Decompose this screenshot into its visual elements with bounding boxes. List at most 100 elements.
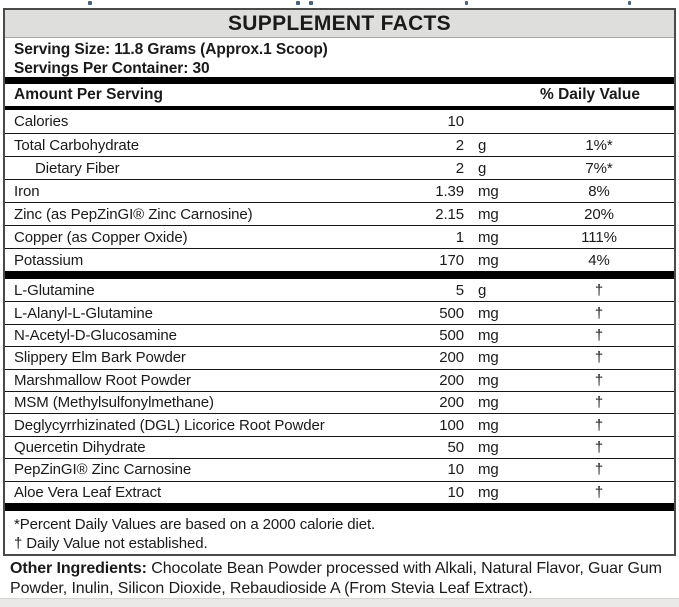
page-bottom-edge xyxy=(0,598,679,607)
daily-value-not-established-footnote: † Daily Value not established. xyxy=(14,535,208,553)
table-row: MSM (Methylsulfonylmethane) 200 mg † xyxy=(5,390,674,413)
ingredient-daily-value: † xyxy=(594,349,604,367)
ingredient-unit: mg xyxy=(478,304,499,322)
cropped-text-fragment xyxy=(465,1,468,5)
table-row: Quercetin Dihydrate 50 mg † xyxy=(5,435,674,458)
nutrient-name: Calories xyxy=(14,113,69,130)
ingredient-unit: mg xyxy=(478,483,499,501)
table-row: Marshmallow Root Powder 200 mg † xyxy=(5,368,674,391)
ingredient-amount: 10 xyxy=(447,483,465,501)
ingredient-daily-value: † xyxy=(594,326,604,344)
ingredient-name: Aloe Vera Leaf Extract xyxy=(14,483,162,501)
nutrient-name: Total Carbohydrate xyxy=(14,136,139,154)
nutrient-daily-value: 1%* xyxy=(585,136,613,154)
column-header-row: Amount Per Serving % Daily Value xyxy=(5,84,674,106)
cropped-text-strip xyxy=(0,0,679,8)
nutrient-name: Copper (as Copper Oxide) xyxy=(14,228,188,246)
ingredient-daily-value: † xyxy=(594,281,604,299)
ingredient-name: L-Glutamine xyxy=(14,281,95,299)
daily-value-header: % Daily Value xyxy=(540,86,640,103)
table-row: L-Glutamine 5 g † xyxy=(5,279,674,301)
nutrient-amount: 1.39 xyxy=(435,182,464,200)
ingredient-name: Marshmallow Root Powder xyxy=(14,371,191,389)
cropped-text-fragment xyxy=(296,1,300,5)
table-row: Aloe Vera Leaf Extract 10 mg † xyxy=(5,480,674,503)
ingredient-amount: 200 xyxy=(439,394,464,412)
table-row: N-Acetyl-D-Glucosamine 500 mg † xyxy=(5,323,674,346)
ingredient-unit: mg xyxy=(478,349,499,367)
nutrient-amount: 2 xyxy=(455,136,464,154)
table-row: Potassium 170 mg 4% xyxy=(5,248,674,271)
footnotes: *Percent Daily Values are based on a 200… xyxy=(5,511,674,554)
nutrient-unit: g xyxy=(478,136,487,154)
cropped-text-fragment xyxy=(88,1,92,5)
ingredient-daily-value: † xyxy=(594,438,604,456)
ingredient-amount: 10 xyxy=(447,461,465,479)
table-row: Zinc (as PepZinGI® Zinc Carnosine) 2.15 … xyxy=(5,202,674,225)
serving-info: Serving Size: 11.8 Grams (Approx.1 Scoop… xyxy=(5,38,674,77)
table-row: L-Alanyl-L-Glutamine 500 mg † xyxy=(5,301,674,323)
nutrient-daily-value: 4% xyxy=(588,251,610,269)
ingredient-unit: mg xyxy=(478,371,499,389)
ingredient-daily-value: † xyxy=(594,304,604,322)
serving-size-line: Serving Size: 11.8 Grams (Approx.1 Scoop… xyxy=(14,41,328,58)
percent-daily-value-footnote: *Percent Daily Values are based on a 200… xyxy=(14,515,376,533)
cropped-text-fragment xyxy=(628,1,631,5)
nutrient-unit: g xyxy=(478,159,487,177)
section-divider xyxy=(5,271,674,279)
ingredient-unit: mg xyxy=(478,461,499,479)
other-ingredients-label: Other Ingredients: xyxy=(10,560,147,577)
table-row: Slippery Elm Bark Powder 200 mg † xyxy=(5,346,674,368)
nutrient-unit: mg xyxy=(478,251,499,269)
nutrient-unit: mg xyxy=(478,228,499,246)
ingredient-name: Deglycyrrhizinated (DGL) Licorice Root P… xyxy=(14,416,325,434)
table-row: Deglycyrrhizinated (DGL) Licorice Root P… xyxy=(5,413,674,435)
header-divider xyxy=(5,106,674,110)
section-divider xyxy=(5,77,674,84)
ingredient-amount: 500 xyxy=(439,326,464,344)
nutrient-amount: 10 xyxy=(447,113,465,130)
nutrient-unit: mg xyxy=(478,182,499,200)
ingredient-daily-value: † xyxy=(594,483,604,501)
nutrient-amount: 2 xyxy=(455,159,464,177)
amount-per-serving-header: Amount Per Serving xyxy=(14,86,163,103)
panel-title: SUPPLEMENT FACTS xyxy=(5,10,674,38)
nutrient-daily-value: 8% xyxy=(588,182,610,200)
table-row: Total Carbohydrate 2 g 1%* xyxy=(5,133,674,156)
nutrient-unit: mg xyxy=(478,205,499,223)
ingredient-name: L-Alanyl-L-Glutamine xyxy=(14,304,153,322)
ingredient-daily-value: † xyxy=(594,461,604,479)
nutrient-name: Potassium xyxy=(14,251,84,269)
ingredient-name: Quercetin Dihydrate xyxy=(14,438,146,456)
ingredient-unit: g xyxy=(478,281,487,299)
other-ingredients-text: Chocolate Bean Powder processed with Alk… xyxy=(10,560,662,597)
ingredient-amount: 500 xyxy=(439,304,464,322)
ingredient-name: Slippery Elm Bark Powder xyxy=(14,349,186,367)
ingredient-amount: 200 xyxy=(439,349,464,367)
ingredient-daily-value: † xyxy=(594,416,604,434)
ingredient-amount: 200 xyxy=(439,371,464,389)
ingredient-amount: 100 xyxy=(439,416,464,434)
nutrients-table: Calories 10 Total Carbohydrate 2 g 1%* D… xyxy=(5,110,674,271)
supplement-facts-panel: SUPPLEMENT FACTS Serving Size: 11.8 Gram… xyxy=(3,8,676,556)
supplements-table: L-Glutamine 5 g † L-Alanyl-L-Glutamine 5… xyxy=(5,279,674,503)
table-row: PepZinGI® Zinc Carnosine 10 mg † xyxy=(5,458,674,480)
nutrient-daily-value: 7%* xyxy=(585,159,613,177)
nutrient-daily-value: 111% xyxy=(581,228,617,246)
ingredient-amount: 5 xyxy=(455,281,464,299)
ingredient-unit: mg xyxy=(478,326,499,344)
table-row: Iron 1.39 mg 8% xyxy=(5,179,674,202)
nutrient-name: Iron xyxy=(14,182,40,200)
table-row: Dietary Fiber 2 g 7%* xyxy=(5,156,674,179)
nutrient-name: Zinc (as PepZinGI® Zinc Carnosine) xyxy=(14,205,253,223)
ingredient-unit: mg xyxy=(478,416,499,434)
nutrient-amount: 2.15 xyxy=(435,205,464,223)
ingredient-unit: mg xyxy=(478,438,499,456)
other-ingredients: Other Ingredients: Chocolate Bean Powder… xyxy=(0,556,679,598)
nutrient-amount: 170 xyxy=(439,251,464,269)
ingredient-unit: mg xyxy=(478,394,499,412)
nutrient-amount: 1 xyxy=(455,228,464,246)
table-row: Copper (as Copper Oxide) 1 mg 111% xyxy=(5,225,674,248)
nutrient-name: Dietary Fiber xyxy=(35,159,120,177)
servings-per-container-line: Servings Per Container: 30 xyxy=(14,60,210,77)
